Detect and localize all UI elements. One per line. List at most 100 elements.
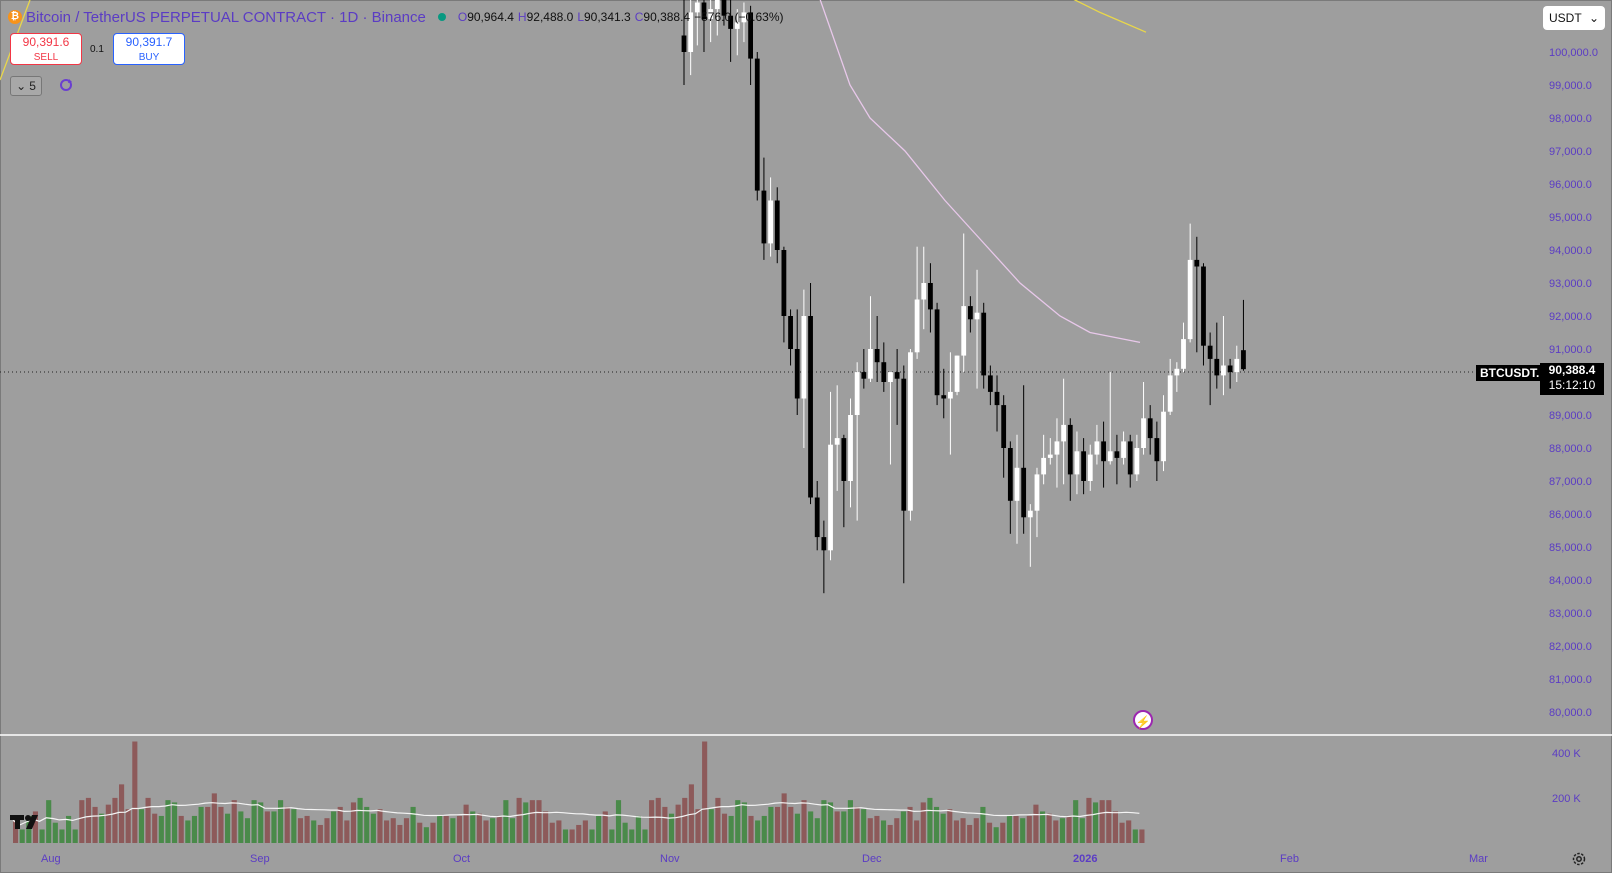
candle-body xyxy=(761,190,767,244)
open-value: 90,964.4 xyxy=(467,10,514,24)
volume-bar xyxy=(105,804,111,843)
candle xyxy=(908,349,913,521)
volume-bar xyxy=(933,806,940,843)
time-axis-label: 2026 xyxy=(1073,853,1097,865)
volume-bar xyxy=(92,806,98,843)
volume-bar xyxy=(278,800,284,843)
candle xyxy=(1207,332,1213,406)
volume-bar xyxy=(158,815,164,843)
volume-bar xyxy=(940,813,946,843)
volume-bar xyxy=(1020,818,1026,843)
candle-body xyxy=(741,12,747,23)
volume-bar xyxy=(662,806,668,843)
volume-bar xyxy=(1073,800,1079,843)
volume-bar xyxy=(1066,815,1072,843)
buy-button[interactable]: 90,391.7 BUY xyxy=(113,33,185,65)
candle-body xyxy=(914,299,920,353)
volume-bar xyxy=(576,824,582,843)
volume-bar xyxy=(847,800,853,843)
candle-body xyxy=(1114,451,1120,458)
candle-body xyxy=(728,15,734,29)
candle-body xyxy=(1107,451,1113,462)
volume-bar xyxy=(85,797,92,843)
candle-body xyxy=(1141,418,1146,448)
candle xyxy=(688,0,694,76)
candle-body xyxy=(808,316,813,498)
candle-body xyxy=(1127,441,1133,475)
price-axis-label: 99,000.0 xyxy=(1549,80,1592,92)
volume-bar xyxy=(1106,800,1112,843)
volume-bar xyxy=(483,820,489,843)
volume-bar xyxy=(735,800,741,843)
volume-bar xyxy=(907,806,913,843)
price-axis-label: 87,000.0 xyxy=(1549,476,1592,488)
volume-bar xyxy=(1039,811,1046,843)
volume-bar xyxy=(119,784,125,843)
volume-bar xyxy=(668,813,675,843)
volume-bar xyxy=(635,815,641,843)
candle-body xyxy=(814,497,820,538)
lightning-icon[interactable]: ⚡ xyxy=(1133,710,1153,730)
volume-bar xyxy=(503,800,509,843)
volume-bar xyxy=(198,806,204,843)
candle xyxy=(928,263,933,333)
volume-bar xyxy=(1000,822,1006,843)
volume-bar xyxy=(258,802,264,843)
candle xyxy=(868,296,873,382)
volume-bar xyxy=(211,793,217,843)
volume-bar xyxy=(953,820,959,843)
currency-select[interactable]: USDT ⌄ xyxy=(1543,6,1605,30)
volume-bar xyxy=(794,813,800,843)
candle xyxy=(781,246,787,343)
candle xyxy=(734,9,740,56)
candle xyxy=(1034,467,1040,538)
candle-body xyxy=(1061,424,1067,442)
close-label: C xyxy=(634,10,644,24)
indicator-toggle-button[interactable]: ⌄ 5 xyxy=(10,76,42,96)
volume-bar xyxy=(841,811,847,843)
candle xyxy=(714,0,720,36)
volume-bar xyxy=(304,815,310,843)
sell-button[interactable]: 90,391.6 SELL xyxy=(10,33,82,65)
volume-bar xyxy=(549,822,555,843)
volume-bar xyxy=(26,815,32,843)
candle xyxy=(1241,299,1246,371)
volume-bar xyxy=(867,818,873,843)
volume-bar xyxy=(543,811,549,843)
candle xyxy=(987,365,993,406)
volume-bar xyxy=(582,820,588,843)
price-axis-label: 81,000.0 xyxy=(1549,674,1592,686)
volume-bar xyxy=(1033,804,1039,843)
candle xyxy=(1014,434,1020,544)
volume-bar xyxy=(231,800,237,843)
volume-bar xyxy=(900,811,906,843)
time-axis-label: Oct xyxy=(453,853,470,865)
volume-bar xyxy=(99,813,105,843)
volume-bar xyxy=(19,829,25,843)
candle xyxy=(841,434,847,528)
candle xyxy=(1094,424,1100,465)
candle xyxy=(934,302,940,406)
price-axis-label: 98,000.0 xyxy=(1549,113,1592,125)
refresh-icon[interactable] xyxy=(58,77,74,93)
volume-bar xyxy=(562,829,569,843)
candle xyxy=(774,187,780,264)
symbol-title[interactable]: Bitcoin / TetherUS PERPETUAL CONTRACT · … xyxy=(26,8,426,26)
ohlc-legend: O90,964.4 H92,488.0 L90,341.3 C90,388.4 … xyxy=(458,10,784,24)
volume-bar xyxy=(609,829,615,843)
candle-body xyxy=(868,349,873,379)
candle-body xyxy=(1181,339,1186,369)
change-value: −576.0 (−0.63%) xyxy=(694,10,784,24)
gear-icon[interactable] xyxy=(1571,851,1587,867)
candle-body xyxy=(888,372,893,382)
candle-body xyxy=(1147,418,1153,439)
volume-bar xyxy=(59,829,65,843)
candle-body xyxy=(1214,358,1220,376)
volume-bar xyxy=(920,802,926,843)
volume-bar xyxy=(708,809,714,843)
candle xyxy=(1147,405,1153,455)
volume-bar xyxy=(410,806,416,843)
